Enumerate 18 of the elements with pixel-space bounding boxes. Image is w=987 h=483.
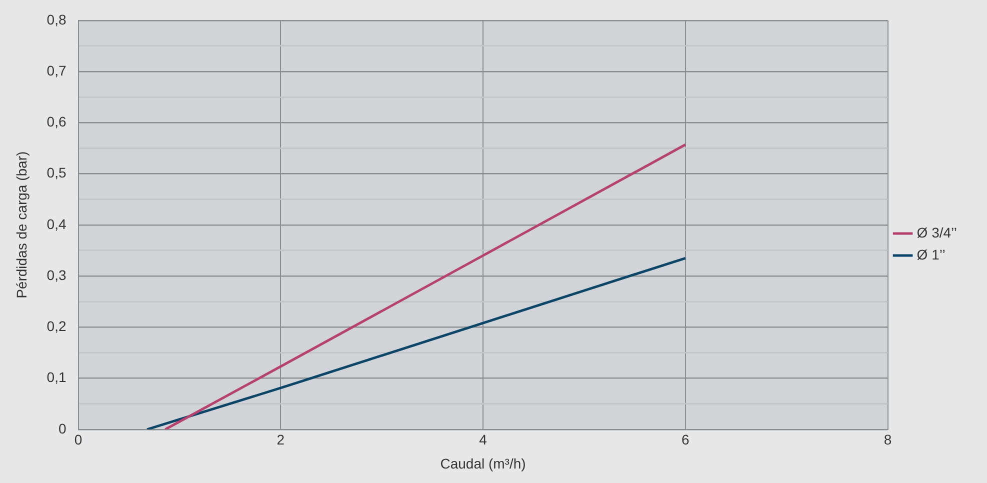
- x-axis-title: Caudal (m³/h): [440, 455, 526, 472]
- y-tick-label: 0,1: [46, 369, 66, 386]
- y-tick-label: 0,6: [46, 114, 66, 130]
- x-tick-label: 8: [884, 432, 892, 448]
- y-axis-title: Pérdidas de carga (bar): [13, 151, 30, 298]
- y-tick-label: 0,8: [46, 11, 66, 28]
- x-tick-label: 0: [74, 432, 82, 448]
- x-tick-label: 4: [479, 432, 488, 448]
- y-tick-label: 0,5: [46, 164, 66, 181]
- y-tick-label: 0,4: [46, 216, 66, 232]
- legend-label: Ø 3/4’’: [916, 224, 958, 240]
- x-tick-label: 6: [682, 432, 690, 448]
- y-tick-label: 0,3: [46, 266, 66, 283]
- y-tick-label: 0,2: [46, 318, 66, 334]
- legend-label: Ø 1’’: [916, 246, 946, 262]
- y-tick-label: 0,7: [46, 62, 66, 78]
- x-tick-label: 2: [276, 432, 285, 448]
- y-tick-label: 0: [58, 420, 66, 436]
